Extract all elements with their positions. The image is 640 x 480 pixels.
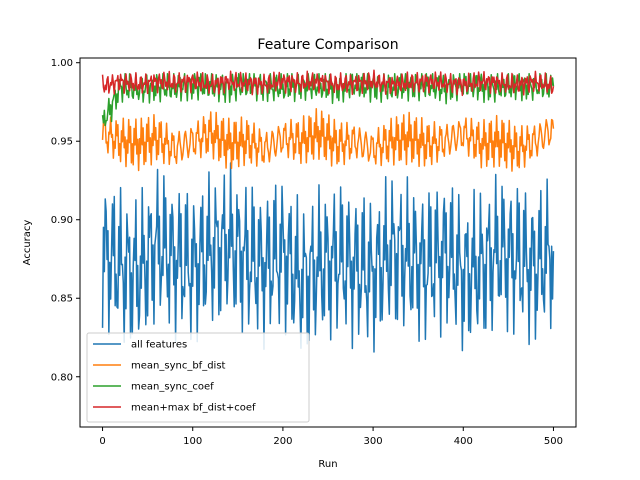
series-line-3 (101, 72, 555, 127)
y-axis-title: Accuracy (22, 220, 33, 266)
legend-label-1: all features (131, 340, 187, 351)
legend-box (86, 332, 310, 423)
y-tick-label: 0.95 (51, 137, 73, 148)
plot-frame (79, 57, 577, 428)
x-tick-label: 500 (544, 436, 563, 447)
x-axis-title: Run (318, 459, 337, 470)
x-tick-label: 300 (364, 436, 383, 447)
y-tick-label: 0.90 (51, 215, 73, 226)
series-line-4 (101, 69, 555, 97)
y-axis: 0.80 0.85 0.90 0.95 1.00 (51, 58, 80, 383)
x-tick-label: 200 (273, 436, 292, 447)
y-tick-label: 0.80 (51, 372, 73, 383)
y-tick-label: 0.85 (51, 294, 73, 305)
series-line-2 (101, 108, 555, 172)
legend-label-3: mean_sync_coef (131, 382, 214, 393)
series-layer (101, 69, 555, 353)
chart-title: Feature Comparison (257, 37, 398, 53)
x-axis: 0 100 200 300 400 500 (99, 427, 563, 447)
legend: all features mean_sync_bf_dist mean_sync_c… (86, 332, 310, 423)
x-tick-label: 100 (183, 436, 202, 447)
legend-label-4: mean+max bf_dist+coef (131, 403, 256, 414)
legend-label-2: mean_sync_bf_dist (131, 361, 226, 372)
x-tick-label: 0 (99, 436, 105, 447)
y-tick-label: 1.00 (51, 58, 73, 69)
series-line-1 (101, 162, 555, 353)
x-tick-label: 400 (454, 436, 473, 447)
